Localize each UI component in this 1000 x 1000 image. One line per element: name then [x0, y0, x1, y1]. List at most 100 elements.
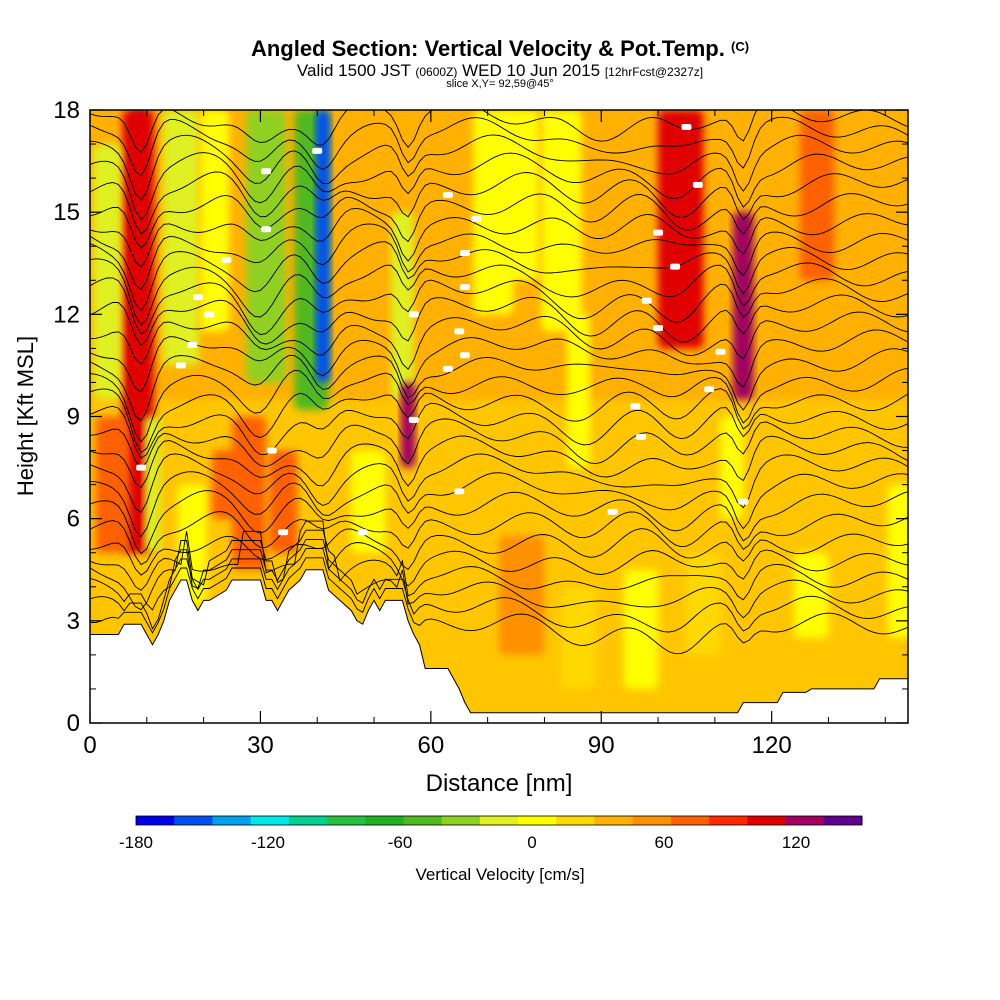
colorbar-cell — [441, 816, 481, 825]
isentrope-label-marker — [312, 147, 323, 154]
velocity-cell — [504, 110, 539, 281]
isentrope-contours — [90, 110, 908, 655]
isentrope-line — [90, 529, 908, 611]
y-axis-label: Height [Kft MSL] — [13, 336, 38, 496]
velocity-cell — [561, 586, 596, 689]
isentrope-line — [90, 152, 908, 221]
valid-date: WED 10 Jun 2015 — [462, 61, 601, 80]
isentrope-line — [90, 171, 908, 235]
velocity-cell — [315, 110, 331, 383]
velocity-cell — [92, 144, 122, 400]
colorbar-cell — [823, 816, 863, 825]
colorbar: -180 -120 -60 0 60 120 Vertical Velocity [cm/… — [119, 815, 863, 884]
y-tick-label: 6 — [67, 506, 80, 533]
isentrope-label-marker — [175, 362, 186, 369]
colorbar-cell — [670, 816, 710, 825]
colorbar-cell — [556, 816, 596, 825]
velocity-cell — [794, 552, 829, 638]
x-tick-label: 60 — [417, 732, 444, 759]
colorbar-cell — [747, 816, 787, 825]
velocity-cell — [95, 416, 130, 553]
velocity-cell — [800, 110, 835, 281]
colorbar-cells — [135, 815, 863, 826]
y-tick-label: 15 — [53, 199, 80, 226]
isentrope-label-marker — [715, 348, 726, 355]
colorbar-cell — [288, 816, 328, 825]
isentrope-line — [90, 528, 908, 576]
isentrope-label-marker — [408, 416, 419, 423]
y-tick-label: 0 — [67, 710, 80, 737]
velocity-cell — [200, 110, 230, 332]
velocity-cell — [400, 382, 416, 468]
isentrope-label-marker — [266, 447, 277, 454]
colorbar-cell — [403, 816, 443, 825]
colorbar-cell — [174, 816, 213, 825]
isentrope-label-marker — [653, 324, 664, 331]
isentrope-label-marker — [636, 433, 647, 440]
isentrope-label-marker — [692, 181, 703, 188]
colorbar-cell — [518, 816, 557, 825]
isentrope-line — [90, 367, 908, 443]
velocity-cell — [888, 484, 908, 638]
isentrope-label-marker — [204, 311, 215, 318]
isentrope-line — [90, 277, 908, 336]
isentrope-label-marker — [408, 311, 419, 318]
isentrope-line — [90, 311, 908, 370]
y-tick-label: 18 — [53, 97, 80, 124]
isentrope-line — [90, 490, 908, 555]
velocity-cell — [178, 484, 207, 604]
colorbar-cell — [136, 816, 175, 825]
forecast-info: [12hrFcst@2327z] — [604, 65, 704, 79]
colorbar-frame — [135, 815, 863, 826]
isentrope-label-marker — [607, 508, 618, 515]
isentrope-label-marker — [653, 229, 664, 236]
velocity-cell — [541, 110, 582, 332]
velocity-cell — [658, 110, 704, 349]
isentrope-line — [90, 453, 908, 513]
isentrope-line — [90, 388, 908, 454]
isentrope-line — [90, 207, 908, 268]
isentrope-label-marker — [454, 488, 465, 495]
isentrope-line — [90, 418, 908, 469]
isentrope-label-marker — [670, 263, 681, 270]
y-tick-label: 12 — [53, 301, 80, 328]
colorbar-tick-label: -60 — [388, 833, 413, 852]
colorbar-cell — [212, 816, 252, 825]
isentrope-label-marker — [187, 341, 198, 348]
colorbar-tick-label: -120 — [251, 833, 285, 852]
isentrope-line — [90, 110, 908, 153]
copyright-mark: (C) — [731, 39, 750, 54]
velocity-cell — [473, 110, 514, 315]
velocity-cell — [351, 450, 386, 553]
isentrope-line — [90, 435, 908, 489]
colorbar-tick-label: 0 — [527, 833, 536, 852]
colorbar-tick-label: 60 — [655, 833, 674, 852]
isentrope-line — [90, 557, 908, 655]
isentrope-line — [90, 241, 908, 312]
velocity-cell — [268, 450, 298, 553]
colorbar-tick-label: 120 — [782, 833, 810, 852]
isentrope-line — [90, 348, 908, 422]
colorbar-cell — [785, 816, 825, 825]
isentrope-label-marker — [442, 365, 453, 372]
isentrope-label-marker — [278, 529, 289, 536]
colorbar-label: Vertical Velocity [cm/s] — [415, 865, 584, 884]
colorbar-cell — [594, 816, 634, 825]
isentrope-label-marker — [630, 403, 641, 410]
isentrope-line — [90, 548, 908, 633]
colorbar-cell — [327, 816, 366, 825]
isentrope-label-marker — [261, 168, 272, 175]
title-text: Angled Section: Vertical Velocity & Pot.… — [250, 36, 725, 61]
colorbar-cell — [632, 816, 672, 825]
isentrope-label-marker — [459, 352, 470, 359]
isentrope-line — [90, 520, 908, 591]
velocity-cell — [391, 212, 414, 400]
isentrope-label-marker — [136, 464, 147, 471]
isentrope-label-marker — [454, 328, 465, 335]
x-tick-label: 90 — [588, 732, 615, 759]
isentrope-line — [90, 402, 908, 459]
isentrope-label-marker — [704, 386, 715, 393]
slice-info: slice X,Y= 92,59@45° — [446, 78, 554, 90]
cross-section-plot: 0 30 60 90 120 0 3 6 9 12 15 18 Distance [nm] Heigh… — [13, 97, 909, 797]
colorbar-cell — [250, 816, 290, 825]
